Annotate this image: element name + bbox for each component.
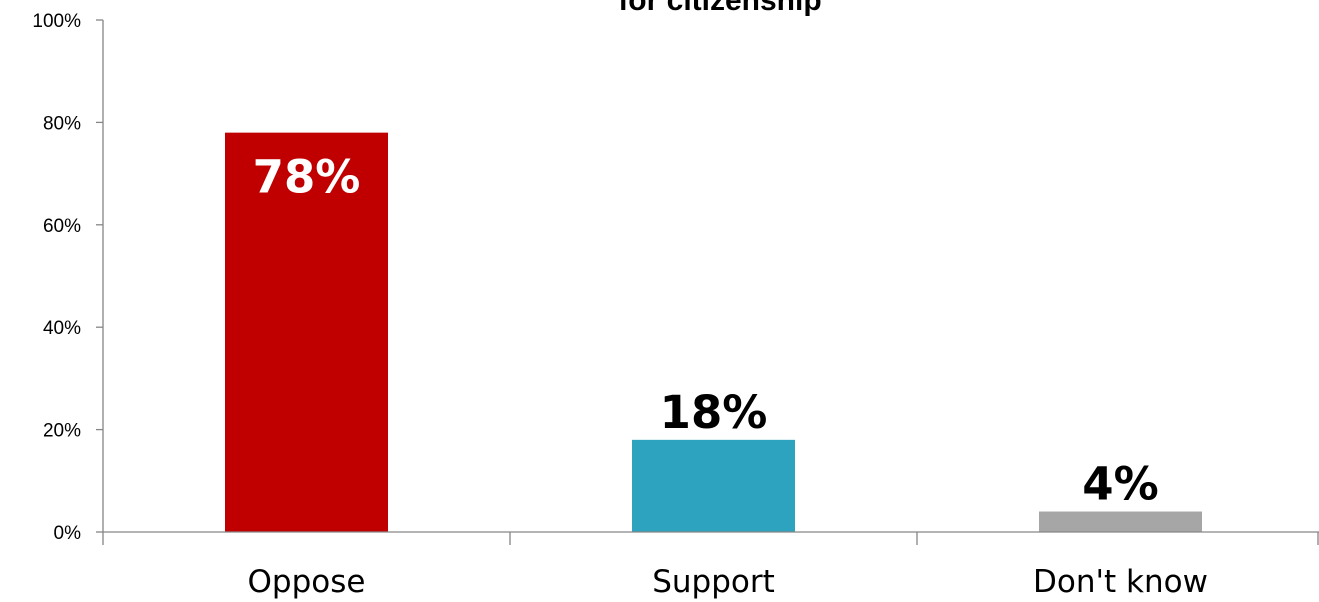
bar-support <box>632 439 795 532</box>
data-label: 18% <box>660 386 768 439</box>
x-axis: Oppose Support Don't know <box>102 531 1319 600</box>
y-tick-label: 0% <box>54 523 82 544</box>
x-tick-label: Support <box>652 564 775 600</box>
chart-title: for citizenship <box>618 0 822 17</box>
y-axis: 0% 20% 40% 60% 80% 100% <box>32 11 104 544</box>
bar-oppose <box>225 132 388 532</box>
bar-don-t-know <box>1039 511 1202 532</box>
y-tick-label: 60% <box>43 216 81 237</box>
bars: 78% 18% 4% <box>225 132 1202 532</box>
y-tick-label: 20% <box>43 421 81 442</box>
y-tick-label: 40% <box>43 318 81 339</box>
data-label: 4% <box>1082 458 1158 511</box>
y-tick-label: 80% <box>43 113 81 134</box>
x-tick-label: Don't know <box>1033 564 1208 600</box>
x-tick-label: Oppose <box>248 564 366 600</box>
data-label: 78% <box>253 151 361 204</box>
y-tick-label: 100% <box>32 11 81 32</box>
